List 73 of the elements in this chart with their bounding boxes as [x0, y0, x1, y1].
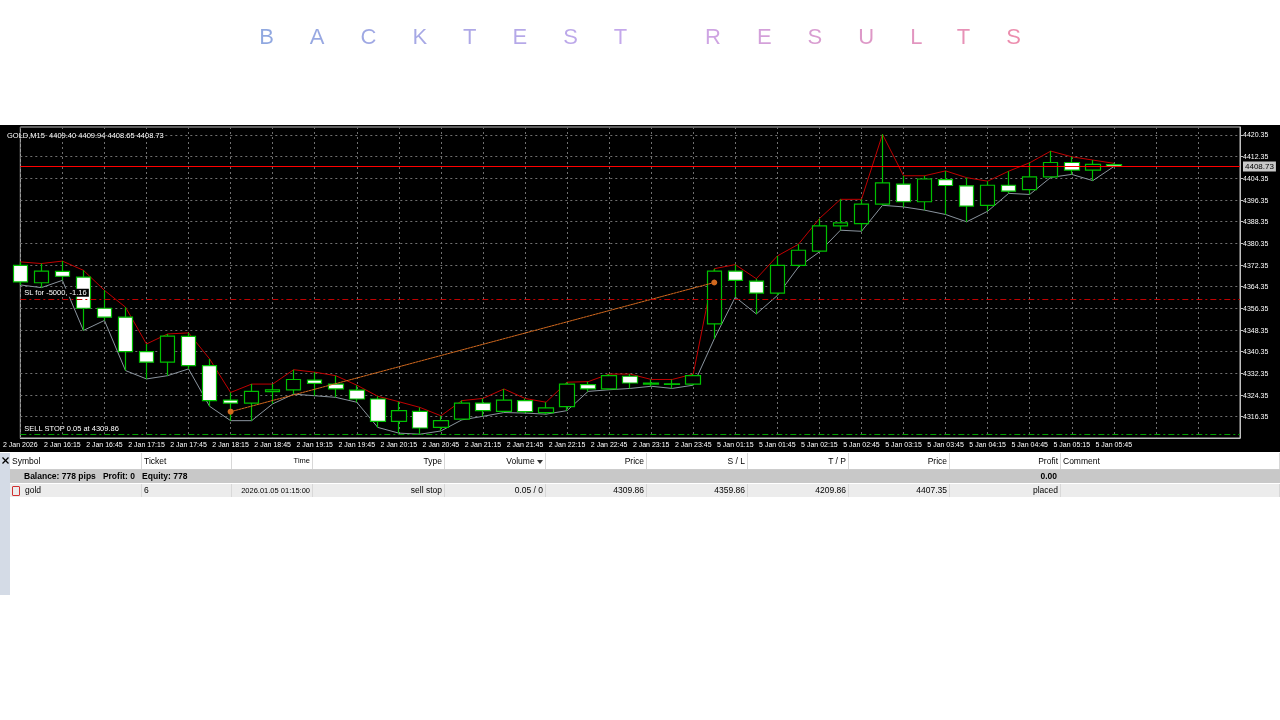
- text: 4309.86: [546, 484, 647, 497]
- text: Profit: [950, 453, 1061, 469]
- candlestick: [201, 358, 218, 407]
- candlestick: [285, 369, 302, 395]
- candlestick: [495, 388, 513, 414]
- candlestick: [12, 261, 29, 286]
- candlestick: [832, 198, 849, 231]
- candlestick: [579, 381, 597, 392]
- ref-line-label: 4408.73: [1245, 161, 1275, 171]
- text: S / L: [647, 453, 748, 469]
- line-series: [19, 166, 1115, 435]
- text: Balance: 778 pips Profit: 0 Equity: 778: [23, 470, 189, 483]
- text: 0.00: [1039, 470, 1058, 483]
- candlestick: [600, 373, 618, 391]
- text: Price: [546, 453, 647, 469]
- candlestick: [895, 175, 912, 208]
- candlestick: [117, 306, 134, 372]
- candlestick: [937, 170, 954, 216]
- candlestick: [54, 260, 71, 281]
- candlestick: [621, 373, 639, 390]
- text: 4359.86: [647, 484, 748, 497]
- candlestick: [222, 391, 239, 422]
- candlestick: [138, 343, 155, 380]
- chart-title: BACKTEST RESULTS: [259, 24, 1057, 49]
- candlestick: [706, 268, 723, 340]
- candlestick: [264, 383, 281, 405]
- candlestick: [727, 264, 744, 298]
- candlestick: [474, 397, 492, 417]
- text: gold: [24, 485, 42, 495]
- text: Ticket: [142, 453, 232, 469]
- candlestick: [348, 384, 366, 403]
- candlestick: [769, 255, 786, 297]
- candlestick: [390, 401, 408, 434]
- candlestick: [1063, 156, 1081, 176]
- text: T / P: [748, 453, 849, 469]
- candlestick: [516, 397, 534, 414]
- text: sell stop: [313, 484, 445, 497]
- candlestick: [327, 375, 345, 398]
- candlestick: [642, 378, 660, 387]
- candlestick: [958, 177, 975, 223]
- candlestick: [306, 371, 323, 397]
- text: Type: [313, 453, 445, 469]
- candlestick: [684, 373, 702, 386]
- candlestick: [411, 406, 429, 435]
- candlestick: [1021, 162, 1038, 196]
- candlestick: [853, 198, 870, 232]
- candlestick: [874, 133, 891, 206]
- text: Symbol: [10, 453, 142, 469]
- text: Volume: [506, 456, 536, 466]
- candlestick: [243, 383, 260, 422]
- candlestick: [748, 278, 765, 315]
- candlestick: [790, 243, 807, 268]
- candlestick: [537, 401, 555, 415]
- candlestick: [369, 395, 387, 429]
- text: placed: [950, 484, 1061, 497]
- candlestick: [159, 333, 176, 377]
- candlestick: [979, 180, 996, 212]
- candlestick: [1042, 150, 1059, 178]
- candlestick: [811, 217, 828, 253]
- candlestick: [916, 175, 933, 211]
- candlestick: [96, 289, 113, 322]
- candlestick: [180, 332, 197, 370]
- text: Comment: [1061, 453, 1280, 469]
- text: Price: [849, 453, 950, 469]
- candlestick: [432, 415, 450, 432]
- text: 6: [142, 484, 232, 497]
- text: 0.05 / 0: [445, 484, 546, 497]
- candlestick: [663, 378, 681, 390]
- candlestick: [1000, 170, 1017, 194]
- candlestick: [558, 381, 576, 412]
- text: 4209.86: [748, 484, 849, 497]
- text: 4407.35: [849, 484, 950, 497]
- candlestick: [453, 400, 471, 421]
